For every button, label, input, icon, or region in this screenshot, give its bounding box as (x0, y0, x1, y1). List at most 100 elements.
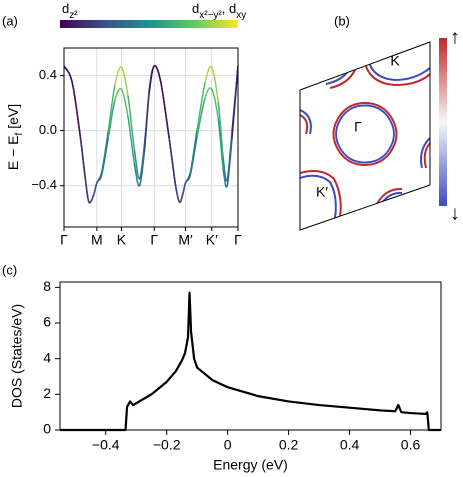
colorbar-arrow: ↓ (450, 202, 460, 224)
x-tick-label: 0.4 (340, 437, 360, 453)
k-point-label: Γ (354, 119, 362, 135)
band-segment (120, 88, 129, 118)
x-tick-label: K′ (206, 232, 218, 248)
band-segment (210, 66, 220, 104)
band-segment (101, 136, 110, 176)
band-segment (226, 136, 233, 187)
fermi-contour (335, 104, 395, 164)
band-segment (79, 136, 87, 180)
band-segment (184, 173, 192, 184)
fermi-contour (300, 109, 312, 135)
fermi-contour (367, 55, 430, 82)
y-tick-label: 8 (43, 278, 51, 294)
band-segment (143, 91, 151, 153)
colorbar-arrow: ↑ (450, 26, 460, 48)
band-segment (71, 81, 82, 139)
band-segment (153, 64, 162, 84)
band-segment (127, 95, 136, 153)
label-part: x²−y² (199, 10, 222, 21)
band-segment (189, 129, 198, 173)
x-tick-label: 0.6 (401, 437, 421, 453)
band-segment (168, 136, 177, 187)
panel-label: (c) (2, 262, 17, 277)
fermi-contour (423, 142, 430, 169)
panel-label: (a) (2, 13, 18, 28)
colorbar (439, 38, 447, 206)
band-segment (64, 65, 73, 84)
band-segment (182, 182, 187, 195)
band-segment (101, 129, 110, 173)
band-segment (196, 96, 206, 139)
band-segment (217, 102, 224, 159)
fermi-contour (329, 69, 356, 89)
colorbar (60, 20, 238, 28)
fermi-contour (363, 55, 430, 87)
x-tick-label: M (91, 232, 103, 248)
dos-line (60, 291, 441, 432)
band-segment (96, 173, 103, 184)
band-segment (120, 66, 129, 97)
y-tick-label: 0 (43, 421, 51, 437)
band-segment (160, 81, 170, 139)
x-tick-label: −0.2 (153, 437, 181, 453)
k-point-label: K (390, 53, 400, 69)
band-segment (231, 65, 238, 139)
band-segment (107, 84, 116, 132)
label-part: d (192, 1, 199, 16)
band-segment (189, 136, 198, 176)
x-tick-label: −0.4 (92, 437, 120, 453)
fermi-contour (300, 170, 342, 219)
y-tick-label: 6 (43, 314, 51, 330)
band-segment (148, 65, 156, 93)
y-tick-label: 4 (43, 349, 51, 365)
band-segment (114, 87, 123, 102)
band-segment (204, 65, 213, 84)
fermi-contour (300, 174, 337, 219)
label-part: E − E (5, 135, 21, 170)
band-segment (204, 87, 213, 99)
x-tick-label: Γ (234, 232, 242, 248)
band-segment (222, 168, 228, 188)
panel-label: (b) (334, 13, 350, 28)
x-tick-label: Γ (150, 232, 158, 248)
plot-frame (63, 47, 239, 228)
k-point-label: K′ (316, 184, 328, 200)
label-part: f (14, 132, 25, 135)
band-segment (138, 150, 146, 187)
band-segment (210, 88, 220, 121)
band-segment (107, 99, 116, 139)
band-segment (92, 182, 98, 197)
band-segment (217, 118, 224, 170)
brillouin-zone (299, 41, 431, 231)
x-tick-label: 0.2 (279, 437, 299, 453)
band-segment (174, 184, 181, 203)
fermi-contour (300, 114, 309, 135)
band-segment (178, 193, 184, 204)
fermi-contour (420, 137, 430, 169)
label-part: z² (69, 10, 78, 21)
axis-label: dz² (62, 1, 78, 21)
y-tick-label: 0.4 (39, 67, 57, 82)
x-axis-label: Energy (eV) (213, 457, 288, 473)
axis-label: E − Ef [eV] (5, 104, 25, 170)
x-tick-label: M′ (178, 232, 193, 248)
plot-frame (59, 281, 442, 431)
label-part: d (62, 1, 69, 16)
band-segment (196, 81, 206, 132)
label-part: xy (236, 10, 246, 21)
x-tick-label: K (117, 232, 127, 248)
y-tick-label: −0.4 (31, 177, 57, 192)
y-tick-label: 2 (43, 385, 51, 401)
fermi-surface: K Γ K′ ↑ ↓ (299, 26, 460, 231)
band-segment (84, 178, 90, 203)
band-segment (114, 66, 123, 86)
fermi-contour (332, 101, 398, 167)
x-tick-label: Γ (60, 232, 68, 248)
label-part: [eV] (5, 104, 21, 133)
label-part: , d (222, 1, 236, 16)
y-tick-label: 0.0 (39, 122, 57, 137)
y-axis-label: DOS (States/eV) (9, 304, 25, 408)
x-tick-label: 0 (224, 437, 232, 453)
axis-label: dx²−y², dxy (192, 1, 246, 21)
